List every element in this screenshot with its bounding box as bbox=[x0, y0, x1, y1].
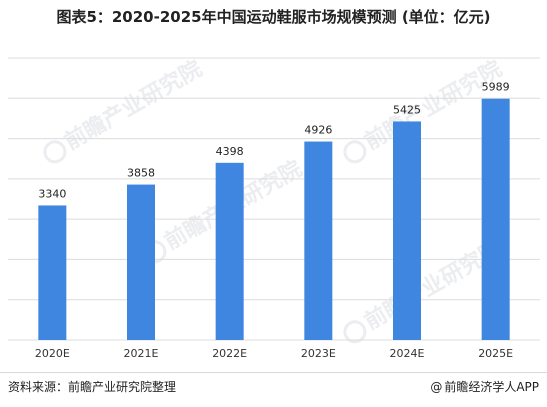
footer: 资料来源：前瞻产业研究院整理 @ 前瞻经济学人APP bbox=[0, 378, 547, 396]
brand-name: 前瞻经济学人APP bbox=[444, 380, 539, 394]
watermark-logo-icon bbox=[343, 140, 367, 164]
x-axis-labels: 2020E 2021E 2022E 2023E 2024E 2025E bbox=[35, 347, 513, 360]
value-label-2023E: 4926 bbox=[304, 124, 332, 137]
x-tick-label-2021E: 2021E bbox=[124, 347, 159, 360]
x-tick-label-2020E: 2020E bbox=[35, 347, 70, 360]
bars bbox=[38, 98, 510, 341]
chart-title: 图表5：2020-2025年中国运动鞋服市场规模预测 (单位：亿元) bbox=[56, 8, 491, 26]
watermark-logo-icon bbox=[43, 140, 67, 164]
watermark-text: 前瞻产业研究院 bbox=[60, 56, 206, 156]
value-label-2020E: 3340 bbox=[38, 187, 66, 200]
x-tick-label-2024E: 2024E bbox=[390, 347, 425, 360]
footer-divider bbox=[0, 372, 547, 373]
watermark: 前瞻产业研究院 bbox=[343, 236, 506, 344]
x-tick-label-2023E: 2023E bbox=[301, 347, 336, 360]
watermark-layer: 前瞻产业研究院前瞻产业研究院前瞻产业研究院前瞻产业研究院 bbox=[43, 56, 506, 344]
brand-credit: @ 前瞻经济学人APP bbox=[430, 378, 539, 395]
x-tick-label-2025E: 2025E bbox=[478, 347, 513, 360]
bar-2023E bbox=[304, 141, 333, 340]
watermark: 前瞻产业研究院 bbox=[343, 56, 506, 164]
watermark: 前瞻产业研究院 bbox=[43, 56, 206, 164]
bar-2020E bbox=[38, 205, 67, 340]
at-icon: @ bbox=[430, 380, 443, 394]
bar-2024E bbox=[393, 121, 421, 340]
source-note: 资料来源：前瞻产业研究院整理 bbox=[8, 380, 177, 394]
value-label-2022E: 4398 bbox=[216, 145, 244, 158]
gridlines bbox=[8, 57, 540, 341]
bar-2022E bbox=[215, 162, 244, 340]
value-labels: 3340 3858 4398 4926 5425 5989 bbox=[38, 81, 509, 201]
bar-chart: 前瞻产业研究院前瞻产业研究院前瞻产业研究院前瞻产业研究院 3340 3858 439… bbox=[8, 56, 540, 360]
value-label-2021E: 3858 bbox=[127, 167, 155, 180]
bar-2025E bbox=[481, 98, 510, 341]
bar-2021E bbox=[127, 184, 155, 340]
value-label-2025E: 5989 bbox=[482, 81, 510, 94]
value-label-2024E: 5425 bbox=[393, 103, 421, 116]
x-tick-label-2022E: 2022E bbox=[212, 347, 247, 360]
